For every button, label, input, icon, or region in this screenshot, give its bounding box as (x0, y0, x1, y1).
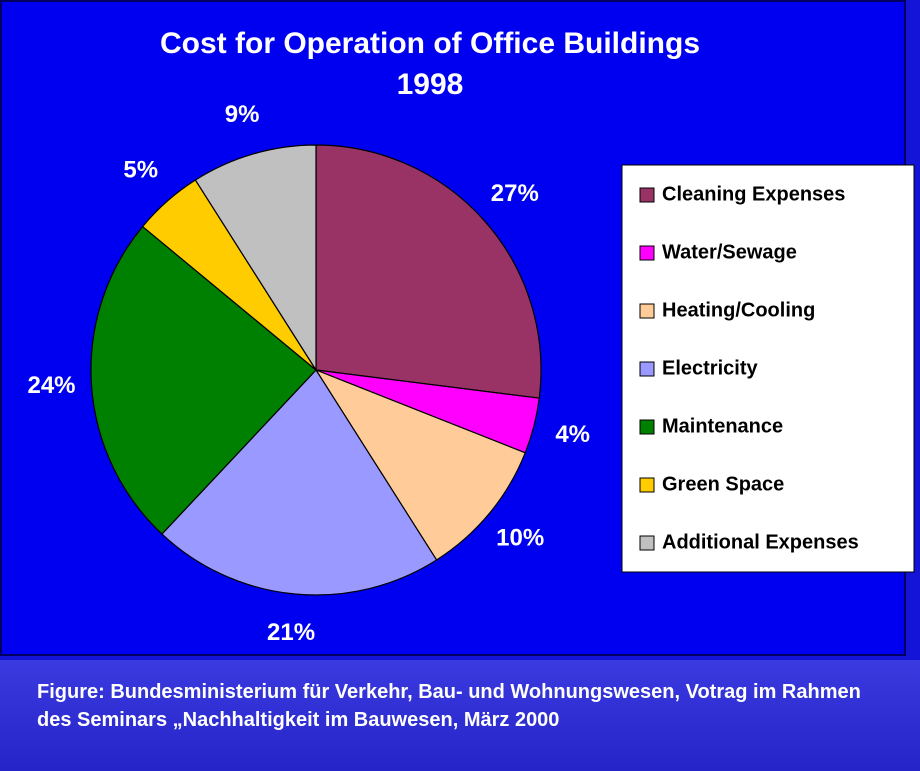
legend-label: Electricity (662, 357, 758, 379)
caption-panel (0, 660, 920, 771)
pie-slice (90, 225, 317, 535)
data-label: 21% (267, 619, 315, 646)
caption: Figure: Bundesministerium für Verkehr, B… (37, 681, 861, 731)
chart: Cost for Operation of Office Buildings 1… (0, 0, 915, 656)
legend-swatch (639, 419, 655, 435)
pie-slice (315, 144, 542, 399)
pie-slice (161, 369, 438, 596)
legend-label: Maintenance (662, 415, 783, 437)
legend-label: Water/Sewage (662, 241, 797, 263)
legend-swatch (639, 477, 655, 493)
legend-swatch (639, 187, 655, 203)
legend-swatch (639, 303, 655, 319)
legend-swatch (639, 535, 655, 551)
chart-title: Cost for Operation of Office Buildings (160, 27, 700, 60)
data-label: 9% (225, 101, 260, 128)
data-label: 5% (123, 157, 158, 184)
legend-swatch (639, 245, 655, 261)
data-label: 27% (491, 180, 539, 207)
legend (621, 164, 915, 573)
pie-slice (194, 144, 317, 373)
data-label: 10% (496, 524, 544, 551)
legend-label: Additional Expenses (662, 531, 859, 553)
data-label: 24% (27, 372, 75, 399)
pie-slice (314, 368, 526, 561)
legend-label: Heating/Cooling (662, 299, 815, 321)
legend-label: Green Space (662, 473, 784, 495)
chart-subtitle: 1998 (397, 68, 464, 101)
data-label: 4% (555, 421, 590, 448)
legend-swatch (639, 361, 655, 377)
legend-label: Cleaning Expenses (662, 183, 845, 205)
